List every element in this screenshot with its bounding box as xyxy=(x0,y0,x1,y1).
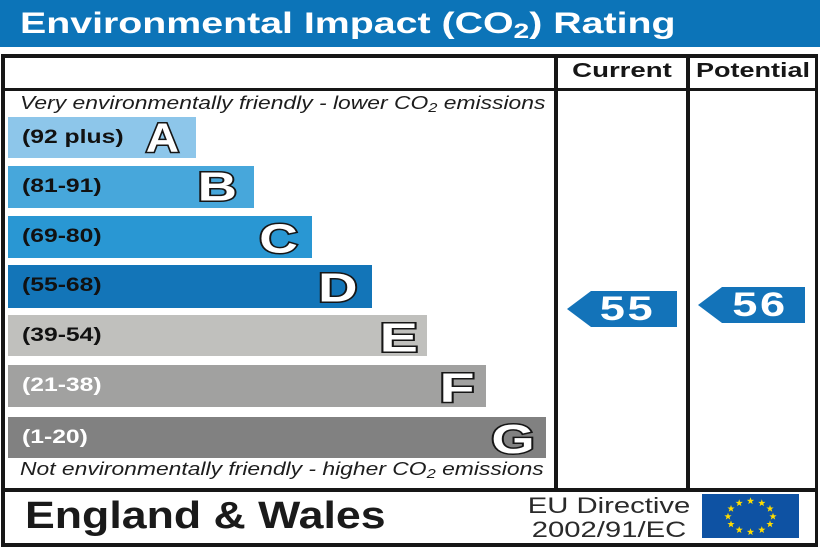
svg-text:E: E xyxy=(380,315,418,361)
svg-text:G: G xyxy=(491,417,534,462)
svg-text:56: 56 xyxy=(732,286,788,323)
svg-text:A: A xyxy=(146,116,179,161)
svg-text:55: 55 xyxy=(600,290,656,327)
svg-text:C: C xyxy=(259,216,297,262)
svg-text:D: D xyxy=(318,265,357,311)
svg-text:B: B xyxy=(198,164,237,210)
svg-text:F: F xyxy=(439,365,474,411)
